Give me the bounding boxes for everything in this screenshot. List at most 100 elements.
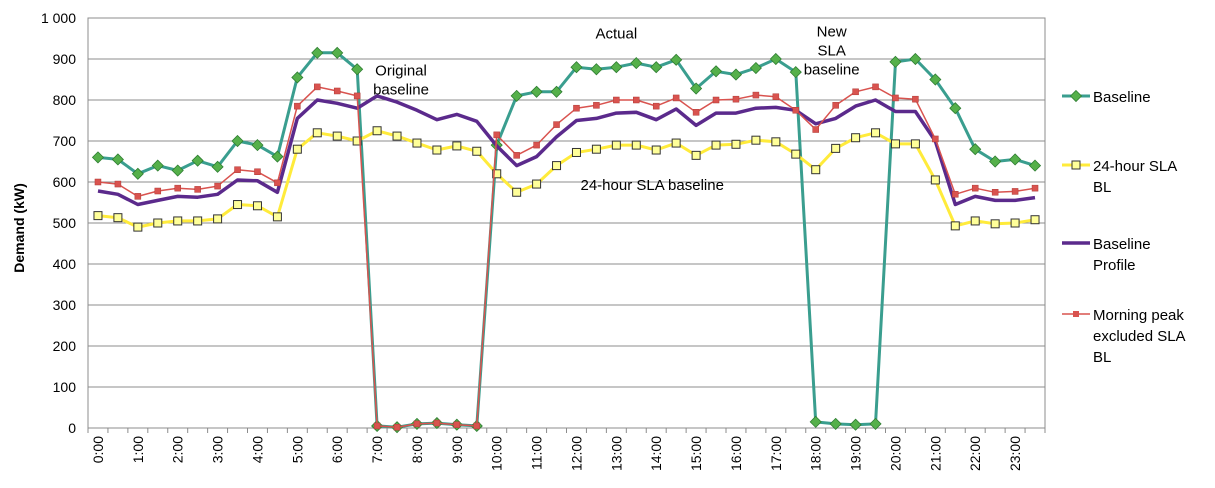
- data-point: [949, 102, 962, 115]
- data-point: [872, 83, 879, 91]
- x-tick-label: 1:00: [130, 436, 146, 463]
- data-point: [552, 161, 562, 171]
- data-point: [851, 133, 861, 143]
- legend-item: Baseline Profile: [1062, 236, 1151, 274]
- data-point: [314, 83, 321, 91]
- data-point: [252, 201, 262, 211]
- data-point: [651, 145, 661, 155]
- legend-marker: [1069, 89, 1083, 103]
- data-point: [291, 71, 304, 84]
- data-point: [932, 135, 939, 143]
- data-point: [533, 141, 540, 149]
- data-point: [711, 140, 721, 150]
- data-point: [771, 137, 781, 147]
- data-point: [892, 94, 899, 102]
- data-point: [832, 102, 839, 109]
- x-tick-label: 0:00: [90, 436, 106, 463]
- x-tick-label: 22:00: [967, 436, 983, 471]
- data-point: [989, 155, 1002, 168]
- x-tick-label: 4:00: [249, 436, 265, 463]
- data-point: [672, 94, 680, 102]
- data-point: [492, 169, 502, 179]
- grid-layer: [87, 17, 1046, 429]
- x-tick-label: 12:00: [568, 436, 584, 471]
- x-tick-label: 19:00: [848, 436, 864, 471]
- legend-label: Baseline: [1093, 236, 1151, 253]
- legend-label: Baseline: [1093, 89, 1151, 106]
- series-baseline-profile: [97, 94, 1036, 207]
- data-point: [114, 180, 122, 188]
- legend-label: BL: [1093, 349, 1111, 366]
- data-point: [254, 168, 261, 175]
- legend-label: Morning peak: [1093, 307, 1184, 324]
- data-point: [553, 121, 560, 128]
- data-point: [292, 144, 302, 154]
- data-point: [93, 211, 103, 221]
- data-point: [453, 421, 461, 428]
- y-tick-label: 0: [68, 420, 76, 436]
- data-point: [570, 61, 583, 74]
- x-tick-label: 17:00: [768, 436, 784, 471]
- data-point: [311, 46, 324, 59]
- series-line: [97, 94, 1036, 207]
- data-point: [889, 55, 902, 68]
- data-point: [351, 63, 364, 76]
- y-tick-label: 400: [53, 256, 77, 272]
- data-point: [671, 138, 681, 148]
- data-point: [171, 164, 184, 177]
- data-point: [791, 149, 801, 159]
- data-point: [772, 93, 780, 100]
- data-point: [352, 136, 362, 146]
- data-point: [789, 66, 802, 79]
- legend-label: excluded SLA: [1093, 328, 1186, 345]
- legend-marker: [1073, 311, 1079, 317]
- data-point: [611, 140, 621, 150]
- data-point: [930, 175, 940, 185]
- axis-layer: 0 100 200 300 400 500 600 700 800 900 1 000 0:00 1:0…: [41, 10, 1046, 471]
- legend-label: Profile: [1093, 257, 1136, 274]
- data-point: [133, 222, 143, 232]
- data-point: [271, 150, 284, 163]
- data-point: [652, 102, 660, 110]
- data-point: [373, 422, 381, 430]
- y-tick-label: 100: [53, 379, 77, 395]
- y-axis-title: Demand (kW): [11, 183, 27, 272]
- x-tick-label: 18:00: [808, 436, 824, 471]
- data-point: [712, 96, 720, 104]
- data-point: [134, 193, 142, 200]
- annotation-layer: Original baseline Actual New SLA baseline 24-h…: [373, 23, 860, 194]
- data-point: [849, 418, 862, 431]
- data-point: [692, 109, 700, 116]
- legend-marker: [1071, 160, 1081, 170]
- data-point: [812, 126, 819, 133]
- data-point: [610, 61, 623, 74]
- data-point: [191, 154, 204, 167]
- series-24-hour-sla-bl: [93, 126, 1040, 232]
- series-morning-peak-excluded-sla-bl: [94, 83, 1039, 431]
- legend-layer: Baseline 24-hour SLA BL Baseline Profile Morn…: [1062, 89, 1186, 366]
- data-point: [571, 147, 581, 157]
- data-point: [952, 191, 959, 198]
- data-point: [729, 68, 743, 81]
- x-tick-label: 20:00: [887, 436, 903, 471]
- data-point: [174, 184, 181, 192]
- data-point: [1030, 215, 1040, 225]
- y-tick-label: 500: [53, 215, 77, 231]
- x-tick-label: 15:00: [688, 436, 704, 471]
- data-point: [690, 82, 703, 95]
- x-tick-label: 14:00: [648, 436, 664, 471]
- annotation-label: baseline: [373, 81, 429, 98]
- data-point: [452, 141, 462, 151]
- data-point: [1028, 159, 1042, 172]
- data-point: [113, 213, 123, 223]
- data-point: [809, 415, 822, 428]
- x-tick-label: 3:00: [210, 436, 226, 463]
- annotation-label: 24-hour SLA baseline: [581, 177, 724, 194]
- data-point: [752, 91, 760, 99]
- x-tick-label: 5:00: [289, 436, 305, 463]
- x-tick-label: 10:00: [489, 436, 505, 471]
- data-point: [709, 65, 723, 78]
- data-point: [929, 73, 942, 86]
- data-point: [213, 214, 223, 224]
